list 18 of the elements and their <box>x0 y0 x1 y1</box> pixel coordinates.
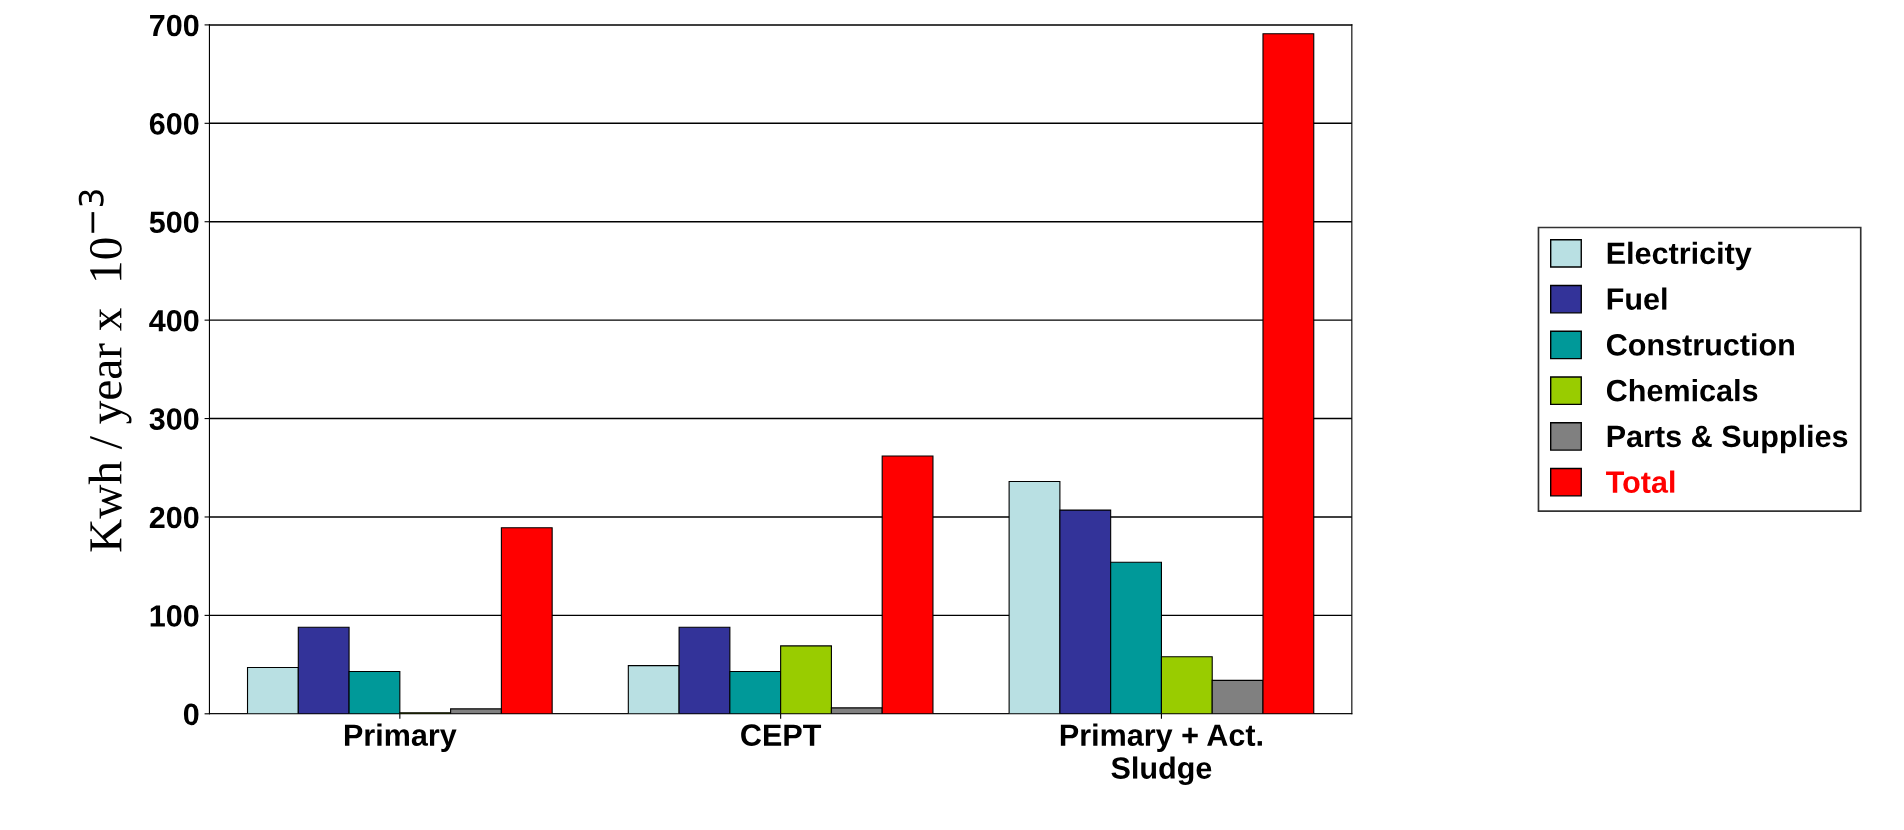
y-tick-label: 400 <box>149 309 199 332</box>
legend-label: Fuel <box>1607 287 1667 310</box>
y-tick-label: 100 <box>150 605 199 627</box>
y-tick-label: 300 <box>149 408 199 430</box>
x-tick-label: Primary <box>344 723 457 753</box>
y-tick-label: 700 <box>150 14 199 37</box>
x-tick-label: Primary + Act. Sludge <box>1060 723 1262 786</box>
legend-label: Construction <box>1606 333 1794 356</box>
y-tick-label: 200 <box>149 506 199 529</box>
y-tick-label: 600 <box>149 113 199 135</box>
y-axis-title: Kwh / year x 10$^{−3}$ <box>78 190 132 552</box>
legend-label: Electricity <box>1607 241 1752 271</box>
y-tick-label: 500 <box>149 211 199 234</box>
x-tick-label: CEPT <box>741 724 822 746</box>
legend-label: Chemicals <box>1606 378 1758 402</box>
legend-label: Parts & Supplies <box>1607 424 1848 454</box>
legend-label: Total <box>1606 470 1675 493</box>
y-tick-label: 0 <box>183 703 199 726</box>
